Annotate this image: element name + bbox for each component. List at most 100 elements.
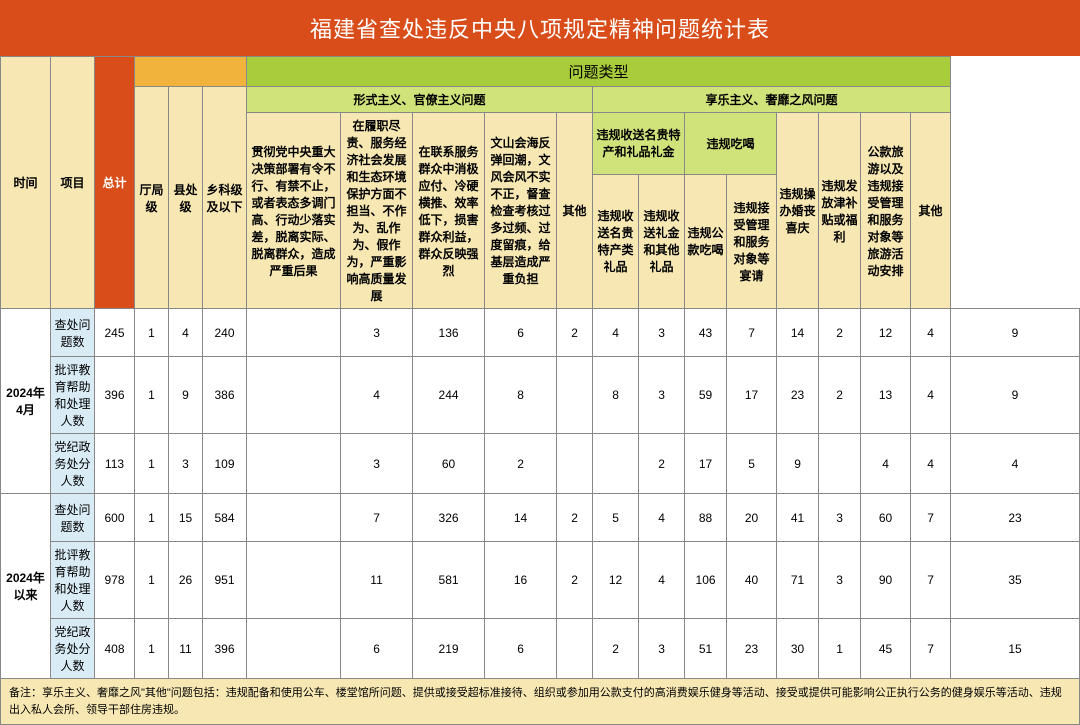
- cell-data: 4: [861, 434, 911, 494]
- cell-data: 1: [135, 542, 169, 619]
- cell-data: 4: [911, 434, 951, 494]
- table-row: 党纪政务处分人数11313109360221759444: [1, 434, 1080, 494]
- hdr-total: 总计: [95, 57, 135, 309]
- cell-data: 17: [685, 434, 727, 494]
- cell-data: 3: [341, 309, 413, 357]
- cell-data: 245: [95, 309, 135, 357]
- hdr-time: 时间: [1, 57, 51, 309]
- hdr-f3: 在联系服务群众中消极应付、冷硬横推、效率低下，损害群众利益，群众反映强烈: [413, 113, 485, 309]
- cell-time: 2024年以来: [1, 494, 51, 679]
- cell-data: [557, 357, 593, 434]
- cell-data: 240: [203, 309, 247, 357]
- cell-data: 30: [777, 619, 819, 679]
- table-row: 2024年4月查处问题数24514240313662434371421249: [1, 309, 1080, 357]
- cell-data: 15: [169, 494, 203, 542]
- cell-data: 1: [135, 357, 169, 434]
- cell-data: 7: [341, 494, 413, 542]
- cell-data: 3: [639, 309, 685, 357]
- cell-data: 5: [727, 434, 777, 494]
- cell-data: 26: [169, 542, 203, 619]
- cell-data: 20: [727, 494, 777, 542]
- cell-row-label: 党纪政务处分人数: [51, 619, 95, 679]
- cell-data: 3: [639, 357, 685, 434]
- table-row: 批评教育帮助和处理人数39619386424488359172321349: [1, 357, 1080, 434]
- cell-data: 951: [203, 542, 247, 619]
- cell-data: 4: [593, 309, 639, 357]
- page-title: 福建省查处违反中央八项规定精神问题统计表: [0, 0, 1080, 56]
- cell-data: 6: [485, 619, 557, 679]
- cell-data: 2: [485, 434, 557, 494]
- cell-row-label: 查处问题数: [51, 494, 95, 542]
- hdr-travel: 公款旅游以及违规接受管理和服务对象等旅游活动安排: [861, 113, 911, 309]
- cell-data: 23: [951, 494, 1080, 542]
- stats-table: 时间 项目 总计 问题类型 厅局级 县处级 乡科级及以下 形式主义、官僚主义问题…: [0, 56, 1080, 679]
- cell-data: 11: [341, 542, 413, 619]
- cell-data: 43: [685, 309, 727, 357]
- cell-data: 7: [911, 542, 951, 619]
- cell-data: 60: [413, 434, 485, 494]
- cell-row-label: 批评教育帮助和处理人数: [51, 357, 95, 434]
- hdr-f4: 文山会海反弹回潮，文风会风不实不正，督查检查考核过多过频、过度留痕，给基层造成严…: [485, 113, 557, 309]
- hdr-f1: 贯彻党中央重大决策部署有令不行、有禁不止，或者表态多调门高、行动少落实差，脱离实…: [247, 113, 341, 309]
- cell-data: 15: [951, 619, 1080, 679]
- cell-data: 9: [951, 309, 1080, 357]
- cell-data: 7: [911, 619, 951, 679]
- cell-data: 9: [777, 434, 819, 494]
- cell-data: 1: [819, 619, 861, 679]
- cell-data: [557, 434, 593, 494]
- cell-data: 584: [203, 494, 247, 542]
- cell-data: 2: [593, 619, 639, 679]
- cell-data: 106: [685, 542, 727, 619]
- cell-data: 60: [861, 494, 911, 542]
- hdr-ting: 厅局级: [135, 87, 169, 309]
- cell-data: 6: [485, 309, 557, 357]
- cell-data: 3: [169, 434, 203, 494]
- cell-data: 14: [485, 494, 557, 542]
- table-body: 2024年4月查处问题数24514240313662434371421249批评…: [1, 309, 1080, 679]
- cell-data: 3: [819, 542, 861, 619]
- cell-data: 16: [485, 542, 557, 619]
- cell-data: 23: [777, 357, 819, 434]
- cell-data: 2: [819, 309, 861, 357]
- cell-data: 41: [777, 494, 819, 542]
- cell-data: 51: [685, 619, 727, 679]
- hdr-problem-type: 问题类型: [247, 57, 951, 87]
- hdr-eat2: 违规接受管理和服务对象等宴请: [727, 174, 777, 308]
- hdr-allow: 违规发放津补贴或福利: [819, 113, 861, 309]
- cell-data: 2: [819, 357, 861, 434]
- cell-data: 90: [861, 542, 911, 619]
- cell-data: 12: [593, 542, 639, 619]
- cell-data: 4: [639, 542, 685, 619]
- cell-data: 4: [911, 309, 951, 357]
- hdr-eat1: 违规公款吃喝: [685, 174, 727, 308]
- cell-data: 88: [685, 494, 727, 542]
- cell-data: 978: [95, 542, 135, 619]
- table-row: 批评教育帮助和处理人数97812695111581162124106407139…: [1, 542, 1080, 619]
- footnote: 备注：享乐主义、奢靡之风"其他"问题包括：违规配备和使用公车、楼堂馆所问题、提供…: [0, 679, 1080, 725]
- cell-data: 581: [413, 542, 485, 619]
- cell-data: 45: [861, 619, 911, 679]
- cell-data: 7: [727, 309, 777, 357]
- cell-data: 4: [951, 434, 1080, 494]
- cell-data: 9: [169, 357, 203, 434]
- hdr-project: 项目: [51, 57, 95, 309]
- hdr-ho: 其他: [911, 113, 951, 309]
- cell-data: 2: [557, 542, 593, 619]
- hdr-eat-group: 违规吃喝: [685, 113, 777, 175]
- cell-data: 6: [341, 619, 413, 679]
- cell-data: 2: [639, 434, 685, 494]
- cell-data: [247, 357, 341, 434]
- hdr-gift1: 违规收送名贵特产类礼品: [593, 174, 639, 308]
- hdr-gift2: 违规收送礼金和其他礼品: [639, 174, 685, 308]
- cell-data: 396: [95, 357, 135, 434]
- cell-data: [247, 494, 341, 542]
- cell-data: 8: [593, 357, 639, 434]
- cell-data: 2: [557, 309, 593, 357]
- cell-data: 14: [777, 309, 819, 357]
- cell-data: 9: [951, 357, 1080, 434]
- cell-data: 4: [341, 357, 413, 434]
- cell-data: [593, 434, 639, 494]
- cell-data: 11: [169, 619, 203, 679]
- hdr-fo: 其他: [557, 113, 593, 309]
- cell-data: [247, 434, 341, 494]
